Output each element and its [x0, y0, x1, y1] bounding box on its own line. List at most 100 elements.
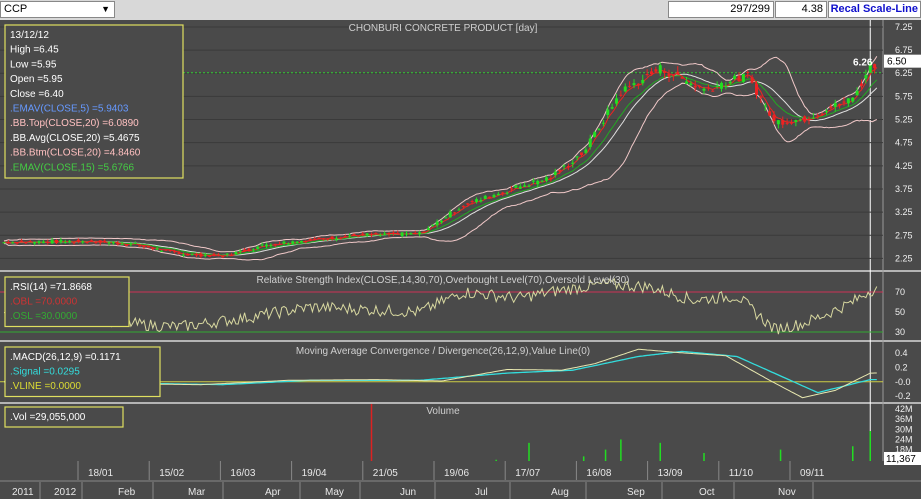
- candle-body: [247, 248, 251, 251]
- candle-body: [790, 121, 793, 124]
- volume-current-tag-label: 11,367: [886, 454, 916, 465]
- candle-body: [20, 240, 23, 242]
- price-info-line: Open =5.95: [10, 74, 63, 85]
- bb-avg-line: [3, 73, 878, 256]
- candle-body: [203, 254, 207, 256]
- candle-body: [466, 203, 470, 205]
- macd-info-box: [4, 346, 161, 398]
- price-info-line: .EMAV(CLOSE,5) =5.9403: [10, 104, 129, 115]
- candle-body: [116, 242, 120, 245]
- price-info-line: .BB.Avg(CLOSE,20) =5.4675: [10, 133, 140, 144]
- symbol-value: CCP: [4, 3, 28, 15]
- candle-body: [216, 254, 220, 256]
- candle-body: [461, 205, 465, 207]
- candle-body: [667, 73, 671, 77]
- candle-body: [352, 233, 356, 236]
- candle-body: [68, 240, 72, 242]
- candle-body: [864, 75, 868, 79]
- candle-body: [356, 235, 360, 237]
- candle-body: [208, 255, 212, 257]
- candle-body: [540, 180, 544, 182]
- candle-body: [321, 238, 325, 240]
- candle-body: [405, 233, 408, 235]
- candle-body: [413, 232, 417, 234]
- macd-tick-label: 0.4: [895, 348, 908, 358]
- candle-body: [755, 83, 758, 95]
- recal-scale-line-button[interactable]: Recal Scale-Line: [828, 1, 921, 18]
- candle-body: [72, 242, 76, 244]
- candle-body: [829, 106, 833, 109]
- candle-body: [575, 156, 579, 158]
- candle-body: [531, 180, 535, 182]
- month-label: Nov: [778, 487, 796, 498]
- candle-body: [142, 245, 146, 247]
- scale-field: 4.38: [775, 1, 827, 18]
- month-label: Jul: [475, 487, 488, 498]
- candle-body: [798, 119, 802, 121]
- recal-scale-line-label: Recal Scale-Line: [830, 3, 918, 15]
- candle-body: [94, 242, 98, 244]
- candle-body: [378, 234, 382, 236]
- candle-body: [98, 240, 102, 243]
- candle-body: [155, 248, 159, 250]
- candle-body: [348, 235, 352, 237]
- candle-body: [820, 113, 824, 115]
- rsi-panel-title: Relative Strength Index(CLOSE,14,30,70),…: [257, 275, 630, 286]
- candle-body: [615, 98, 618, 104]
- rsi-info-box: [4, 276, 130, 328]
- candle-body: [628, 85, 632, 87]
- candle-body: [549, 178, 553, 180]
- candle-body: [505, 192, 509, 194]
- candle-body: [794, 120, 798, 123]
- current-price-tag-label: 6.50: [887, 57, 907, 68]
- candle-body: [558, 169, 562, 172]
- candle-body: [597, 128, 601, 130]
- volume-panel-title: Volume: [426, 406, 460, 417]
- candle-body: [448, 211, 452, 218]
- candle-body: [737, 75, 741, 82]
- candle-body: [426, 228, 430, 231]
- candle-body: [724, 85, 728, 87]
- date-label: 13/09: [658, 468, 683, 479]
- candle-body: [733, 75, 737, 79]
- candle-body: [453, 212, 457, 214]
- candle-body: [151, 247, 155, 250]
- volume-info-line: .Vol =29,055,000: [10, 412, 86, 423]
- candle-body: [160, 250, 163, 252]
- ema15-line: [3, 75, 878, 256]
- candle-body: [6, 241, 10, 244]
- candle-body: [536, 180, 540, 185]
- candle-body: [313, 238, 317, 241]
- candle-body: [138, 245, 142, 247]
- candle-body: [238, 250, 242, 252]
- candle-body: [133, 242, 137, 244]
- candle-body: [750, 77, 754, 83]
- price-tick-label: 6.75: [895, 45, 913, 55]
- candle-body: [190, 253, 194, 255]
- candle-body: [715, 85, 719, 87]
- stock-chart[interactable]: 7.25 6.75 6.25 5.75 5.25 4.75 4.25 3.75 3.25 2.75…: [0, 20, 921, 499]
- candle-body: [431, 224, 435, 226]
- candle-body: [475, 199, 478, 202]
- candle-body: [763, 105, 767, 107]
- candle-body: [658, 65, 662, 74]
- candle-body: [164, 249, 168, 251]
- candle-body: [566, 166, 570, 168]
- candle-body: [741, 74, 745, 82]
- candle-body: [33, 241, 37, 244]
- candle-body: [623, 86, 627, 92]
- candle-body: [698, 86, 702, 88]
- symbol-select[interactable]: CCP ▼: [0, 1, 115, 18]
- candle-body: [711, 90, 715, 92]
- date-label: 16/03: [230, 468, 255, 479]
- candle-body: [256, 246, 260, 250]
- candle-body: [330, 236, 334, 240]
- candle-body: [273, 243, 277, 246]
- candle-body: [300, 240, 303, 243]
- month-label: Sep: [627, 487, 645, 498]
- candle-body: [365, 233, 369, 236]
- candle-body: [584, 149, 588, 153]
- price-tick-label: 3.75: [895, 184, 913, 194]
- candle-body: [855, 90, 859, 96]
- candle-body: [339, 237, 343, 239]
